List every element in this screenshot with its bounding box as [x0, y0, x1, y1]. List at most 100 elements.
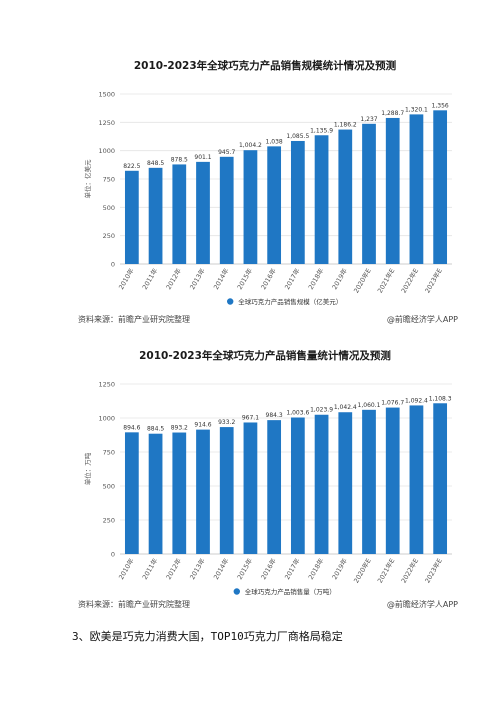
- y-axis-label: 单位：万吨: [83, 452, 92, 485]
- bar: [385, 117, 400, 265]
- data-label: 1,356: [432, 102, 449, 109]
- data-label: 1,237: [360, 116, 377, 123]
- data-label: 1,108.3: [429, 395, 452, 402]
- bar: [362, 123, 376, 264]
- y-tick-label: 1250: [98, 119, 115, 127]
- data-label: 1,288.7: [381, 110, 404, 117]
- x-tick-label: 2021年E: [375, 557, 396, 585]
- bar: [124, 170, 139, 264]
- x-tick-label: 2020年E: [351, 267, 372, 295]
- y-tick-label: 750: [103, 176, 115, 184]
- legend-label: 全球巧克力产品销售量（万吨）: [245, 587, 336, 596]
- data-label: 1,092.4: [405, 397, 428, 404]
- x-tick-label: 2011年: [140, 266, 160, 291]
- y-tick-label: 1000: [98, 147, 115, 155]
- section-heading: 3、欧美是巧克力消费大国，TOP10巧克力厂商格局稳定: [72, 630, 343, 643]
- bar-chart-sales-value: 0 250 500 750 1000 1250 1500 单位：亿美元 822.5 2010年 84…: [83, 91, 452, 306]
- data-label: 1,186.2: [334, 122, 357, 129]
- x-tick-label: 2013年: [187, 556, 207, 581]
- bar: [433, 110, 448, 264]
- x-tick-label: 2019年: [330, 556, 350, 581]
- data-label: 893.2: [171, 425, 188, 432]
- data-label: 945.7: [218, 149, 235, 156]
- x-tick-label: 2020年E: [351, 557, 372, 585]
- bar: [290, 140, 305, 264]
- data-label: 822.5: [123, 163, 140, 170]
- bar: [290, 417, 305, 554]
- x-tick-label: 2018年: [306, 556, 326, 581]
- bar: [267, 420, 282, 554]
- brand-note: @前瞻经济学人APP: [386, 600, 458, 609]
- data-label: 848.5: [147, 160, 164, 167]
- x-tick-label: 2013年: [187, 266, 207, 291]
- data-label: 878.5: [171, 156, 188, 163]
- bar: [243, 150, 258, 264]
- data-label: 1,060.1: [358, 402, 381, 409]
- data-label: 1,003.6: [286, 410, 309, 417]
- bar: [267, 146, 282, 264]
- bar: [409, 114, 424, 264]
- chart-footer: 资料来源：前瞻产业研究院整理 @前瞻经济学人APP: [78, 314, 458, 325]
- chart-footer: 资料来源：前瞻产业研究院整理 @前瞻经济学人APP: [78, 599, 458, 610]
- x-tick-label: 2018年: [306, 266, 326, 291]
- x-tick-label: 2017年: [282, 556, 302, 581]
- bar: [219, 427, 234, 554]
- x-tick-label: 2010年: [116, 266, 136, 291]
- y-tick-label: 1500: [98, 91, 115, 99]
- data-label: 1,320.1: [405, 106, 428, 113]
- y-tick-label: 1250: [98, 381, 115, 389]
- x-tick-label: 2022年E: [399, 267, 420, 295]
- bar: [243, 422, 258, 554]
- source-note: 资料来源：前瞻产业研究院整理: [78, 315, 190, 324]
- x-tick-label: 2016年: [259, 266, 279, 291]
- x-tick-label: 2010年: [116, 556, 136, 581]
- data-label: 894.6: [123, 424, 140, 431]
- y-tick-label: 250: [103, 232, 115, 240]
- chart-panel-sales-volume: 2010-2023年全球巧克力产品销售量统计情况及预测 0 250 500 750 10…: [70, 348, 460, 618]
- bar: [314, 414, 329, 554]
- data-label: 1,085.5: [286, 133, 309, 140]
- x-tick-label: 2011年: [140, 556, 160, 581]
- x-tick-label: 2023年E: [423, 557, 444, 585]
- data-label: 914.6: [194, 422, 211, 429]
- brand-note: @前瞻经济学人APP: [386, 315, 458, 324]
- y-tick-label: 0: [111, 551, 115, 559]
- data-label: 967.1: [242, 414, 259, 421]
- legend-marker: [233, 588, 240, 595]
- chart-title: 2010-2023年全球巧克力产品销售量统计情况及预测: [139, 350, 391, 362]
- bar-chart-sales-volume: 0 250 500 750 1000 1250 单位：万吨 894.6 2010年 884.5 20…: [83, 381, 452, 596]
- y-tick-label: 750: [103, 449, 115, 457]
- data-label: 1,135.9: [310, 127, 333, 134]
- y-tick-label: 250: [103, 517, 115, 525]
- bar: [196, 161, 210, 264]
- legend-marker: [227, 298, 234, 305]
- x-tick-label: 2023年E: [423, 267, 444, 295]
- bar: [172, 432, 187, 554]
- chart-panel-sales-value: 2010-2023年全球巧克力产品销售规模统计情况及预测 0 250 500 750 1…: [70, 58, 460, 328]
- bar: [362, 409, 376, 554]
- bar: [338, 129, 353, 264]
- chart-title: 2010-2023年全球巧克力产品销售规模统计情况及预测: [133, 60, 397, 72]
- bar: [124, 432, 139, 554]
- x-tick-label: 2022年E: [399, 557, 420, 585]
- x-tick-label: 2016年: [259, 556, 279, 581]
- x-tick-label: 2015年: [235, 266, 255, 291]
- x-tick-label: 2014年: [211, 556, 231, 581]
- x-tick-label: 2021年E: [375, 267, 396, 295]
- bar: [219, 156, 234, 264]
- bar: [148, 167, 163, 264]
- y-axis-label: 单位：亿美元: [83, 159, 92, 199]
- y-tick-label: 500: [103, 204, 115, 212]
- legend-label: 全球巧克力产品销售规模（亿美元）: [238, 297, 342, 306]
- x-tick-label: 2012年: [164, 266, 184, 291]
- source-note: 资料来源：前瞻产业研究院整理: [78, 600, 190, 609]
- bar: [196, 429, 210, 554]
- bar: [409, 405, 424, 554]
- x-tick-label: 2017年: [282, 266, 302, 291]
- data-label: 1,023.9: [310, 407, 333, 414]
- x-tick-label: 2019年: [330, 266, 350, 291]
- x-tick-label: 2015年: [235, 556, 255, 581]
- data-label: 901.1: [194, 154, 211, 161]
- bar: [148, 433, 163, 554]
- data-label: 1,076.7: [381, 400, 404, 407]
